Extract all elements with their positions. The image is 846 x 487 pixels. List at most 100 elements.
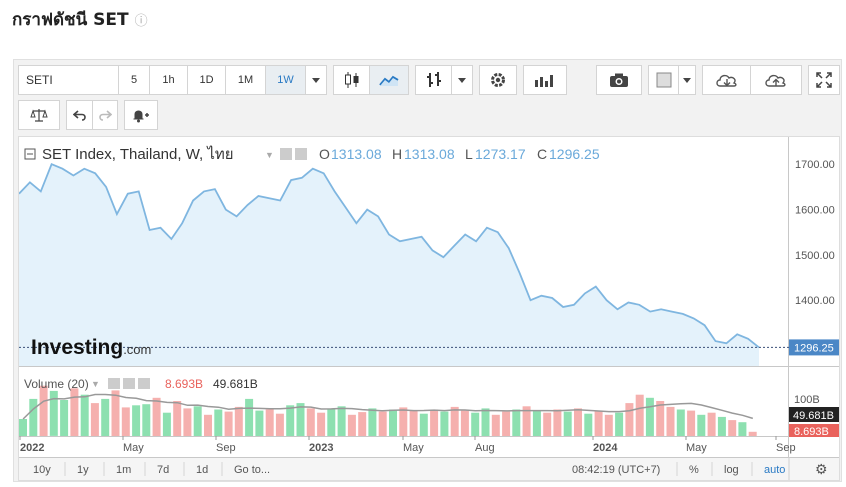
volume-bar [522,406,531,436]
range-2[interactable]: 1m [116,464,131,476]
brand-logo: Investing.com [31,336,151,359]
price-chart[interactable]: 49.681B 8.693B 1400.00 1500.00 1600.00 1700.… [18,137,839,480]
range-0[interactable]: 10y [33,464,51,476]
range-1[interactable]: 1y [77,464,89,476]
volume-bar [687,410,696,436]
y-tick-label: 1600.00 [795,205,835,217]
y-tick-label: 1700.00 [795,159,835,171]
volume-bar [317,412,326,436]
volume-value: 8.693B [165,377,203,391]
volume-bar [173,401,182,436]
volume-hide-icon[interactable] [108,378,120,389]
volume-last-tag-label: 8.693B [794,426,829,438]
fullscreen-button[interactable] [808,65,840,95]
color-dropdown[interactable] [678,65,696,95]
snapshot-button[interactable] [596,65,642,95]
volume-settings-icon[interactable] [123,378,135,389]
volume-bar [121,407,130,436]
info-icon[interactable]: ⓘ [134,14,148,29]
volume-bar [183,408,192,436]
cloud-upload-icon [765,74,786,87]
volume-bar [286,405,295,436]
volume-menu-arrow-icon[interactable]: ▼ [91,379,100,389]
studies-button[interactable] [523,65,567,95]
volume-bar [717,416,726,436]
range-5[interactable]: Go to... [234,464,270,476]
color-swatch-icon [656,72,671,88]
redo-button[interactable] [92,100,118,130]
chevron-down-icon [683,77,691,83]
volume-bar [358,412,367,436]
volume-bar [399,407,408,436]
interval-1w[interactable]: 1W [265,65,305,95]
volume-bar [450,406,459,437]
volume-bar [419,413,428,436]
interval-1m[interactable]: 1M [225,65,265,95]
volume-close-icon[interactable] [138,378,150,389]
camera-icon [610,73,628,87]
range-3[interactable]: 7d [157,464,169,476]
chevron-down-icon [312,77,320,83]
candlestick-icon [344,72,358,88]
interval-1d[interactable]: 1D [187,65,225,95]
interval-1h[interactable]: 1h [149,65,187,95]
chart-settings-icon[interactable]: ⚙ [815,461,828,477]
hide-series-icon[interactable] [280,148,292,160]
x-tick-label: May [123,442,144,454]
volume-bar [49,390,58,436]
bars-icon [426,72,441,87]
scale-option-auto[interactable]: auto [764,464,785,476]
volume-bar [471,412,480,436]
volume-bar [368,408,377,436]
save-chart-button[interactable] [750,65,802,95]
volume-bar [142,404,151,436]
volume-bar [90,403,99,436]
interval-dropdown[interactable] [305,65,327,95]
scale-option-log[interactable]: log [724,464,739,476]
volume-bar [204,414,212,436]
gear-icon [491,73,505,87]
range-4[interactable]: 1d [196,464,208,476]
color-button[interactable] [648,65,678,95]
volume-bar [656,401,665,436]
volume-bar [697,414,706,436]
volume-bar [224,411,233,436]
volume-bar [80,394,89,436]
page-title: กราฟดัชนี SET ⓘ [12,10,148,30]
volume-bar [748,431,757,436]
indicators-dropdown[interactable] [451,65,473,95]
volume-bar [327,409,336,436]
volume-bar [255,410,264,436]
volume-bar [296,403,305,436]
x-tick-label: 2022 [20,442,44,454]
alert-button[interactable] [124,100,158,130]
series-menu-arrow-icon[interactable]: ▼ [265,150,274,160]
volume-axis-tick: 100B [794,394,820,406]
volume-bar [132,405,141,436]
volume-bar [60,400,69,436]
scale-option-percent[interactable]: % [689,464,699,476]
low-label: L [465,146,473,162]
series-settings-icon[interactable] [295,148,307,160]
compare-button[interactable] [18,100,60,130]
chart-area[interactable]: 49.681B 8.693B 1400.00 1500.00 1600.00 1700.… [18,136,840,481]
volume-bar [563,411,572,436]
volume-bar [645,397,654,436]
volume-bar [604,414,613,436]
bar-chart-icon [535,75,553,87]
expand-icon [816,72,832,88]
volume-bar [19,419,27,436]
area-chart-button[interactable] [369,65,409,95]
volume-bar [491,414,500,436]
load-chart-button[interactable] [702,65,750,95]
settings-button[interactable] [479,65,517,95]
volume-bar [39,385,48,436]
volume-bar [676,409,685,436]
interval-5[interactable]: 5 [118,65,149,95]
candles-button[interactable] [333,65,369,95]
volume-bar [193,406,202,436]
indicators-button[interactable] [415,65,451,95]
volume-bar [707,412,716,436]
undo-button[interactable] [66,100,92,130]
symbol-input[interactable]: SETI [18,65,118,95]
